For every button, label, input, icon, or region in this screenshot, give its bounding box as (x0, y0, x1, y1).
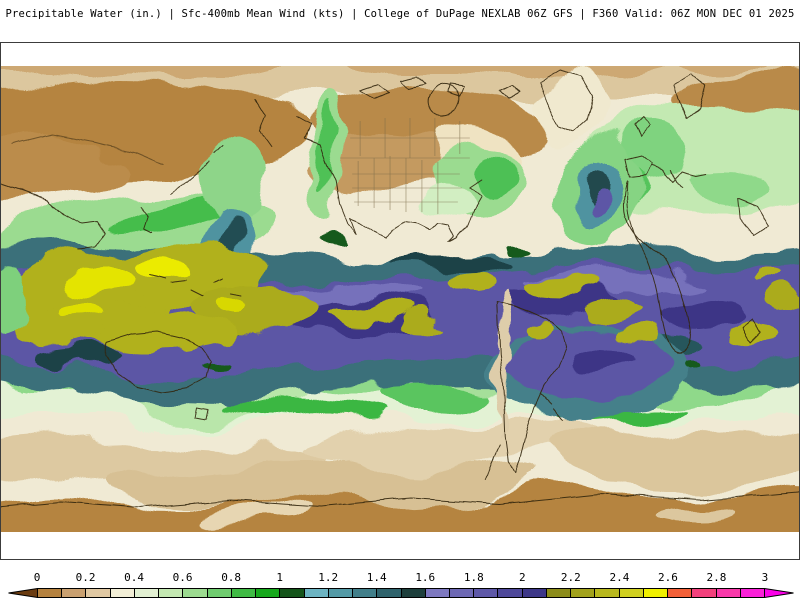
colorbar-segment (304, 589, 329, 597)
colorbar-tick-label: 3 (761, 571, 769, 584)
colorbar-tick-label: 2.4 (609, 571, 630, 584)
colorbar-segment (425, 589, 450, 597)
colorbar-segment (401, 589, 426, 597)
colorbar-segment (231, 589, 257, 597)
colorbar-tick-label: 0.4 (124, 571, 144, 584)
colorbar-segment (643, 589, 669, 597)
colorbar: 0 0.2 0.4 0.6 0.8 1 1.2 1.4 1.6 1.8 2 2.2 2.4 2.6 2.8 3 (0, 566, 800, 600)
colorbar-tick-label: 0 (33, 571, 41, 584)
colorbar-segment (328, 589, 354, 597)
colorbar-segment (207, 589, 232, 597)
colorbar-tick-label: 2.2 (560, 571, 581, 584)
colorbar-segment (474, 589, 499, 597)
colorbar-segment (110, 589, 135, 597)
colorbar-tick-label: 0.8 (221, 571, 242, 584)
colorbar-tick-label: 1.6 (415, 571, 436, 584)
colorbar-segment (692, 589, 717, 597)
colorbar-segment (595, 589, 620, 597)
colorbar-segment (449, 589, 475, 597)
colorbar-segment (62, 589, 87, 597)
colorbar-bar (37, 588, 765, 598)
colorbar-segment (183, 589, 208, 597)
state-boundary-lines (340, 118, 470, 214)
colorbar-segment (134, 589, 160, 597)
colorbar-segment (86, 589, 111, 597)
colorbar-segment (377, 589, 402, 597)
colorbar-under-arrow (8, 588, 38, 598)
colorbar-segment (256, 589, 281, 597)
colorbar-tick-label: 0.6 (172, 571, 193, 584)
colorbar-segment (546, 589, 572, 597)
colorbar-segment (38, 589, 63, 597)
colorbar-segment (716, 589, 741, 597)
colorbar-segment (619, 589, 644, 597)
colorbar-segment (280, 589, 305, 597)
colorbar-segment (159, 589, 184, 597)
colorbar-segment (571, 589, 596, 597)
colorbar-tick-label: 1 (276, 571, 283, 584)
colorbar-tick-label: 0.2 (75, 571, 96, 584)
colorbar-segment (522, 589, 547, 597)
continent-outlines (1, 69, 799, 509)
map-frame (0, 42, 800, 560)
world-map (1, 66, 799, 532)
colorbar-tick-label: 1.8 (463, 571, 484, 584)
page-title: Precipitable Water (in.) | Sfc-400mb Mea… (5, 8, 795, 20)
colorbar-tick-label: 2 (519, 571, 526, 584)
colorbar-ticks: 0 0.2 0.4 0.6 0.8 1 1.2 1.4 1.6 1.8 2 2.2 2.4 2.6 2.8 3 (0, 566, 800, 584)
colorbar-segment (353, 589, 378, 597)
colorbar-tick-label: 2.6 (657, 571, 678, 584)
colorbar-segment (498, 589, 523, 597)
colorbar-segment (668, 589, 693, 597)
colorbar-tick-label: 2.8 (706, 571, 727, 584)
colorbar-over-arrow (764, 588, 794, 598)
colorbar-segment (740, 589, 765, 597)
colorbar-tick-label: 1.4 (366, 571, 387, 584)
pw-field-tropical-band (1, 235, 799, 438)
colorbar-tick-label: 1.2 (318, 571, 339, 584)
